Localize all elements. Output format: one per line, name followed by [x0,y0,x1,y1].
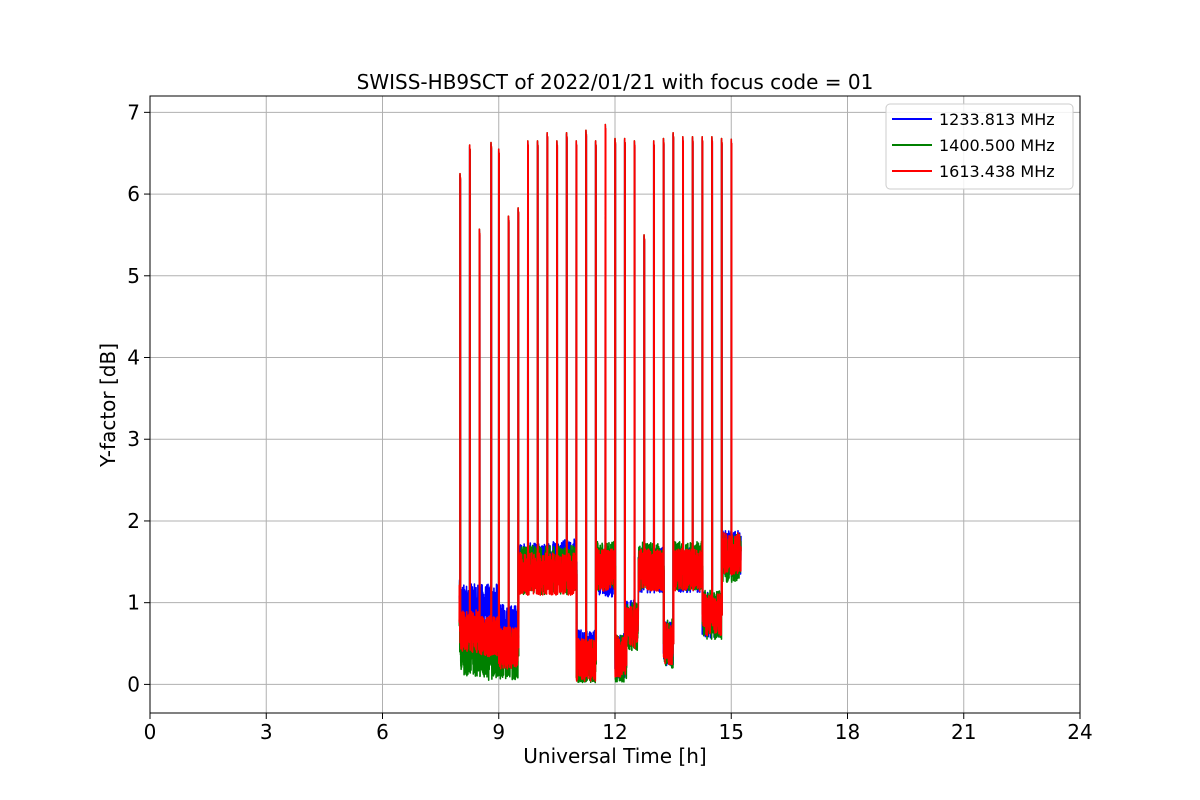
x-tick-label: 0 [144,720,157,744]
y-tick-label: 2 [127,509,140,533]
y-tick-label: 0 [127,672,140,696]
x-tick-label: 21 [951,720,976,744]
series-line-3 [458,123,742,682]
x-tick-label: 18 [835,720,860,744]
x-tick-label: 24 [1067,720,1092,744]
y-axis-label: Y-factor [dB] [96,343,120,468]
x-tick-label: 3 [260,720,273,744]
y-tick-label: 7 [127,100,140,124]
legend-label: 1400.500 MHz [939,136,1055,155]
y-tick-label: 1 [127,591,140,615]
legend-label: 1233.813 MHz [939,110,1055,129]
legend-label: 1613.438 MHz [939,162,1055,181]
legend-box [885,103,1074,190]
y-tick-label: 4 [127,346,140,370]
chart-title: SWISS-HB9SCT of 2022/01/21 with focus co… [357,70,874,94]
y-tick-label: 3 [127,427,140,451]
x-tick-label: 6 [376,720,389,744]
x-tick-label: 15 [719,720,744,744]
series-lines [458,123,742,684]
legend: 1233.813 MHz 1400.500 MHz 1613.438 MHz [885,103,1074,190]
x-axis-label: Universal Time [h] [523,744,706,768]
x-tick-label: 9 [492,720,505,744]
y-tick-label: 6 [127,182,140,206]
y-tick-label: 5 [127,264,140,288]
x-tick-label: 12 [602,720,627,744]
